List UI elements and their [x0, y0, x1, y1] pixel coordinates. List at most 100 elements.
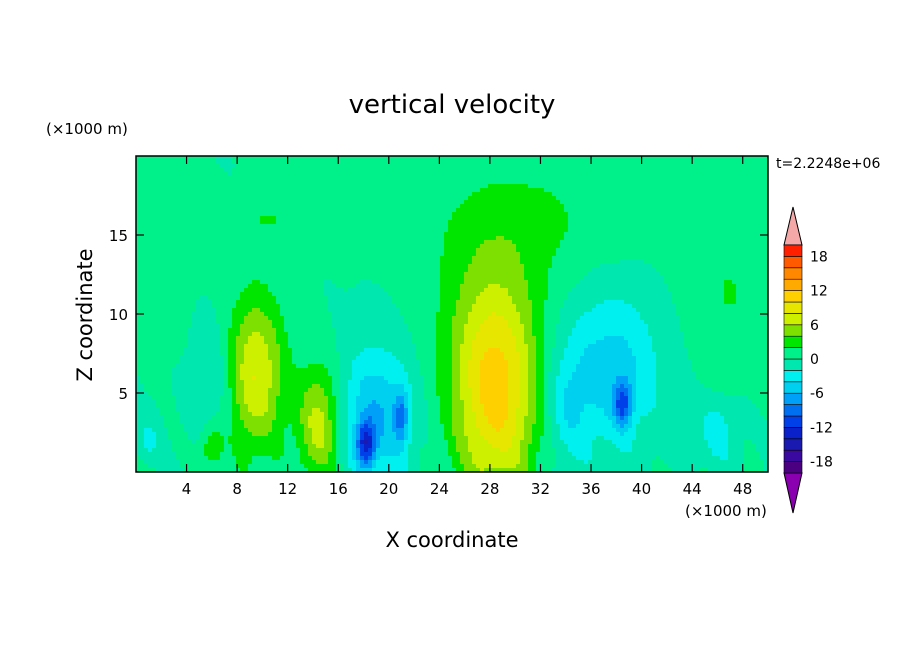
contour-cell: [460, 276, 465, 281]
contour-cell: [440, 260, 445, 265]
contour-cell: [708, 216, 713, 221]
contour-cell: [200, 164, 205, 169]
contour-cell: [276, 160, 281, 165]
contour-cell: [348, 204, 353, 209]
contour-cell: [404, 168, 409, 173]
contour-cell: [328, 176, 333, 181]
contour-cell: [216, 236, 221, 241]
contour-cell: [324, 268, 329, 273]
contour-cell: [652, 248, 657, 253]
contour-cell: [368, 168, 373, 173]
contour-cell: [144, 244, 149, 249]
contour-cell: [700, 168, 705, 173]
contour-cell: [724, 192, 729, 197]
contour-cell: [540, 156, 545, 161]
contour-cell: [616, 192, 621, 197]
contour-cell: [536, 164, 541, 169]
contour-cell: [272, 176, 277, 181]
contour-cell: [672, 168, 677, 173]
contour-cell: [580, 256, 585, 261]
contour-cell: [580, 180, 585, 185]
contour-cell: [376, 160, 381, 165]
contour-cell: [160, 240, 165, 245]
contour-cell: [760, 192, 765, 197]
contour-cell: [508, 248, 513, 253]
contour-cell: [312, 208, 317, 213]
contour-cell: [184, 236, 189, 241]
contour-cell: [728, 164, 733, 169]
contour-cell: [248, 260, 253, 265]
contour-cell: [388, 172, 393, 177]
contour-cell: [764, 160, 769, 165]
contour-cell: [320, 216, 325, 221]
contour-cell: [268, 280, 273, 285]
contour-cell: [364, 196, 369, 201]
contour-cell: [644, 204, 649, 209]
contour-cell: [744, 176, 749, 181]
contour-cell: [600, 272, 605, 277]
contour-cell: [212, 216, 217, 221]
contour-cell: [448, 232, 453, 237]
contour-cell: [516, 176, 521, 181]
contour-cell: [492, 200, 497, 205]
contour-cell: [156, 164, 161, 169]
contour-cell: [528, 168, 533, 173]
contour-cell: [424, 184, 429, 189]
contour-cell: [512, 192, 517, 197]
contour-cell: [288, 168, 293, 173]
contour-cell: [308, 228, 313, 233]
contour-cell: [304, 160, 309, 165]
contour-cell: [276, 188, 281, 193]
contour-cell: [612, 224, 617, 229]
contour-cell: [164, 172, 169, 177]
contour-cell: [428, 248, 433, 253]
contour-cell: [508, 268, 513, 273]
contour-cell: [604, 244, 609, 249]
contour-cell: [184, 168, 189, 173]
contour-cell: [512, 240, 517, 245]
contour-cell: [436, 248, 441, 253]
contour-cell: [732, 176, 737, 181]
contour-cell: [580, 168, 585, 173]
contour-cell: [196, 268, 201, 273]
contour-cell: [760, 204, 765, 209]
contour-cell: [244, 216, 249, 221]
contour-cell: [340, 236, 345, 241]
contour-cell: [280, 196, 285, 201]
contour-cell: [452, 244, 457, 249]
contour-cell: [752, 204, 757, 209]
contour-cell: [588, 200, 593, 205]
contour-cell: [284, 192, 289, 197]
contour-cell: [636, 276, 641, 281]
contour-cell: [300, 228, 305, 233]
contour-cell: [316, 216, 321, 221]
contour-cell: [648, 244, 653, 249]
contour-cell: [600, 248, 605, 253]
contour-cell: [436, 204, 441, 209]
contour-cell: [464, 276, 469, 281]
contour-cell: [420, 236, 425, 241]
contour-cell: [652, 216, 657, 221]
contour-cell: [164, 248, 169, 253]
contour-cell: [136, 244, 141, 249]
contour-cell: [424, 276, 429, 281]
contour-cell: [732, 208, 737, 213]
contour-cell: [376, 168, 381, 173]
contour-cell: [540, 216, 545, 221]
contour-cell: [252, 268, 257, 273]
contour-cell: [472, 236, 477, 241]
contour-cell: [136, 264, 141, 269]
contour-cell: [760, 196, 765, 201]
contour-cell: [292, 276, 297, 281]
contour-cell: [432, 168, 437, 173]
contour-cell: [292, 272, 297, 277]
contour-cell: [640, 188, 645, 193]
contour-cell: [564, 220, 569, 225]
contour-cell: [508, 172, 513, 177]
contour-cell: [648, 208, 653, 213]
contour-cell: [188, 168, 193, 173]
contour-cell: [212, 244, 217, 249]
contour-cell: [556, 208, 561, 213]
contour-cell: [504, 240, 509, 245]
contour-cell: [172, 156, 177, 161]
